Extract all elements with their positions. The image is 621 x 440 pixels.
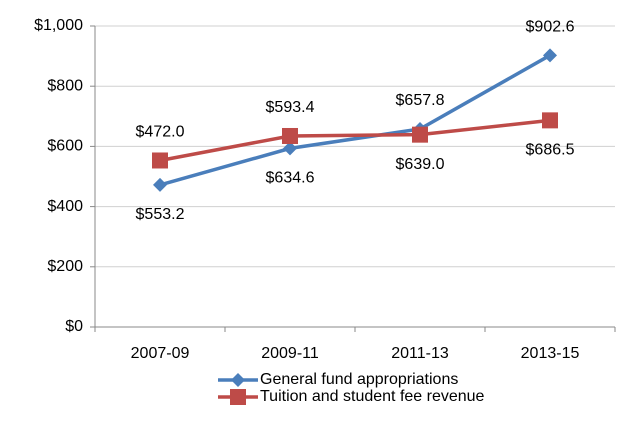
data-point [412,126,428,143]
x-tick-label: 2011-13 [391,345,449,362]
series-line [159,53,551,187]
x-tick-label: 2007-09 [131,345,190,362]
y-tick-label: $800 [47,77,83,94]
y-tick-label: $1,000 [34,17,83,34]
y-tick-label: $200 [47,258,83,275]
data-point [153,177,167,192]
data-point [282,127,298,144]
data-point [152,152,168,169]
data-label: $593.4 [266,99,315,116]
x-tick-label: 2009-11 [261,345,319,362]
data-point [283,141,297,156]
legend-label: Tuition and student fee revenue [260,388,485,405]
data-point [542,112,558,129]
legend-marker [231,373,245,387]
data-label: $657.8 [396,92,445,109]
y-tick-label: $400 [47,198,83,215]
y-tick-label: $0 [65,318,83,335]
data-label: $902.6 [526,19,575,36]
x-tick-label: 2013-15 [521,345,580,362]
data-label: $472.0 [136,124,185,141]
legend-label: General fund appropriations [260,371,458,388]
legend-marker [230,389,246,405]
data-label: $686.5 [526,142,575,159]
data-label: $634.6 [266,170,315,187]
data-point [543,48,557,63]
series-line [159,118,551,163]
data-label: $639.0 [396,156,445,173]
data-label: $553.2 [136,206,185,223]
y-tick-label: $600 [47,138,83,155]
